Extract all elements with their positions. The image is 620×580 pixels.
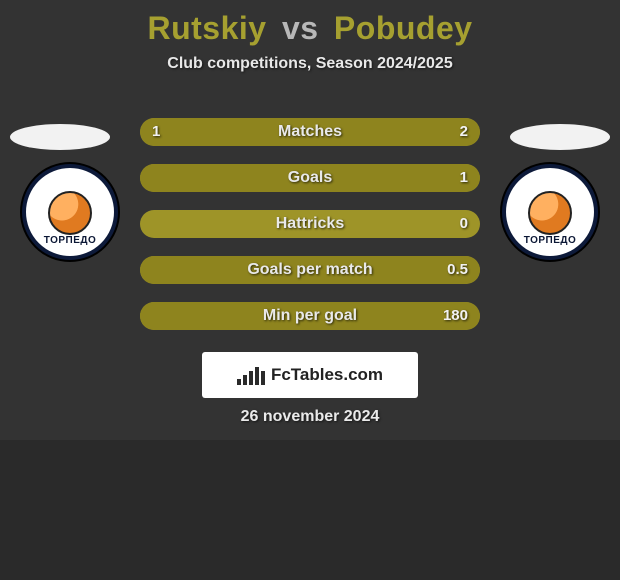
club-logo-right: ТОРПЕДО <box>502 164 598 260</box>
stat-row: 0.5Goals per match <box>140 256 480 284</box>
icon-bar <box>243 375 247 385</box>
vs-label: vs <box>282 10 319 46</box>
stat-bars: 12Matches 1Goals 0Hattricks 0.5Goals per ma… <box>140 118 480 348</box>
club-name-right: ТОРПЕДО <box>506 235 594 246</box>
page-title: Rutskiy vs Pobudey <box>0 0 620 47</box>
stat-row: 0Hattricks <box>140 210 480 238</box>
branding-badge: FcTables.com <box>202 352 418 398</box>
subtitle: Club competitions, Season 2024/2025 <box>0 55 620 73</box>
date-label: 26 november 2024 <box>0 408 620 426</box>
stat-row: 12Matches <box>140 118 480 146</box>
ball-icon <box>528 191 572 235</box>
player2-name: Pobudey <box>334 10 473 46</box>
comparison-card: Rutskiy vs Pobudey Club competitions, Se… <box>0 0 620 440</box>
badge-oval-right <box>510 124 610 150</box>
icon-bar <box>249 371 253 385</box>
stat-row: 180Min per goal <box>140 302 480 330</box>
icon-bar <box>237 379 241 385</box>
stat-label: Matches <box>140 118 480 146</box>
stat-label: Goals per match <box>140 256 480 284</box>
branding-text: FcTables.com <box>271 365 383 385</box>
bar-chart-icon <box>237 365 265 385</box>
stat-row: 1Goals <box>140 164 480 192</box>
stat-label: Goals <box>140 164 480 192</box>
badge-oval-left <box>10 124 110 150</box>
club-name-left: ТОРПЕДО <box>26 235 114 246</box>
icon-bar <box>255 367 259 385</box>
club-logo-left: ТОРПЕДО <box>22 164 118 260</box>
icon-bar <box>261 371 265 385</box>
stat-label: Min per goal <box>140 302 480 330</box>
ball-icon <box>48 191 92 235</box>
stat-label: Hattricks <box>140 210 480 238</box>
player1-name: Rutskiy <box>147 10 266 46</box>
